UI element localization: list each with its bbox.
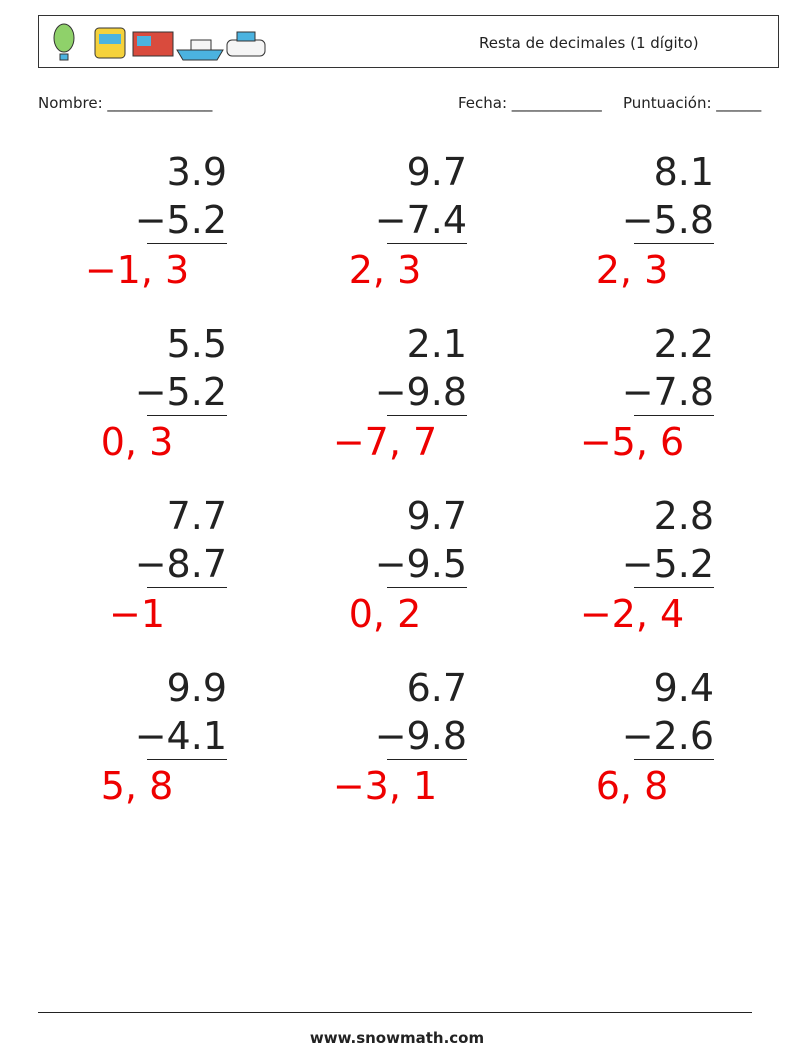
minuend: 8.1 [653,150,714,194]
answer: −3, 1 [332,764,438,808]
subtrahend: −7.8 [621,370,714,414]
name-field: Nombre: ______________ [38,94,213,112]
answer: −2, 4 [579,592,685,636]
subtrahend: −8.7 [134,542,227,586]
subtrahend: −5.2 [134,198,227,242]
answer: 2, 3 [595,248,669,292]
answer-line [387,243,467,244]
minuend: 5.5 [166,322,227,366]
subtrahend: −5.2 [621,542,714,586]
answer-line [634,587,714,588]
answer: −1, 3 [84,248,190,292]
answer: 0, 2 [348,592,422,636]
subtrahend: −2.6 [621,714,714,758]
header-box: Resta de decimales (1 dígito) [38,15,779,68]
header-title: Resta de decimales (1 dígito) [479,34,699,52]
subtrahend: −9.5 [374,542,467,586]
answer: −5, 6 [579,420,685,464]
answer: 2, 3 [348,248,422,292]
answer-line [387,587,467,588]
answer-line [147,587,227,588]
answer: 5, 8 [100,764,174,808]
header-icons [53,23,266,61]
minuend: 9.7 [406,150,467,194]
subtrahend: −7.4 [374,198,467,242]
minuend: 9.7 [406,494,467,538]
answer: −1 [108,592,166,636]
answer-line [147,759,227,760]
minuend: 2.1 [406,322,467,366]
answer-line [387,415,467,416]
answer-line [147,243,227,244]
subtrahend: −9.8 [374,714,467,758]
date-field: Fecha: ____________ [458,94,602,112]
minuend: 9.9 [166,666,227,710]
minuend: 3.9 [166,150,227,194]
answer: 0, 3 [100,420,174,464]
subtrahend: −4.1 [134,714,227,758]
answer: −7, 7 [332,420,438,464]
minuend: 7.7 [166,494,227,538]
answer-line [634,759,714,760]
minuend: 6.7 [406,666,467,710]
subtrahend: −9.8 [374,370,467,414]
answer-line [634,415,714,416]
minuend: 2.8 [653,494,714,538]
footer-rule [38,1012,752,1013]
score-field: Puntuación: ______ [623,94,762,112]
answer-line [634,243,714,244]
minuend: 2.2 [653,322,714,366]
subtrahend: −5.2 [134,370,227,414]
minuend: 9.4 [653,666,714,710]
footer-site: www.snowmath.com [309,1029,485,1047]
answer-line [147,415,227,416]
answer-line [387,759,467,760]
subtrahend: −5.8 [621,198,714,242]
answer: 6, 8 [595,764,669,808]
